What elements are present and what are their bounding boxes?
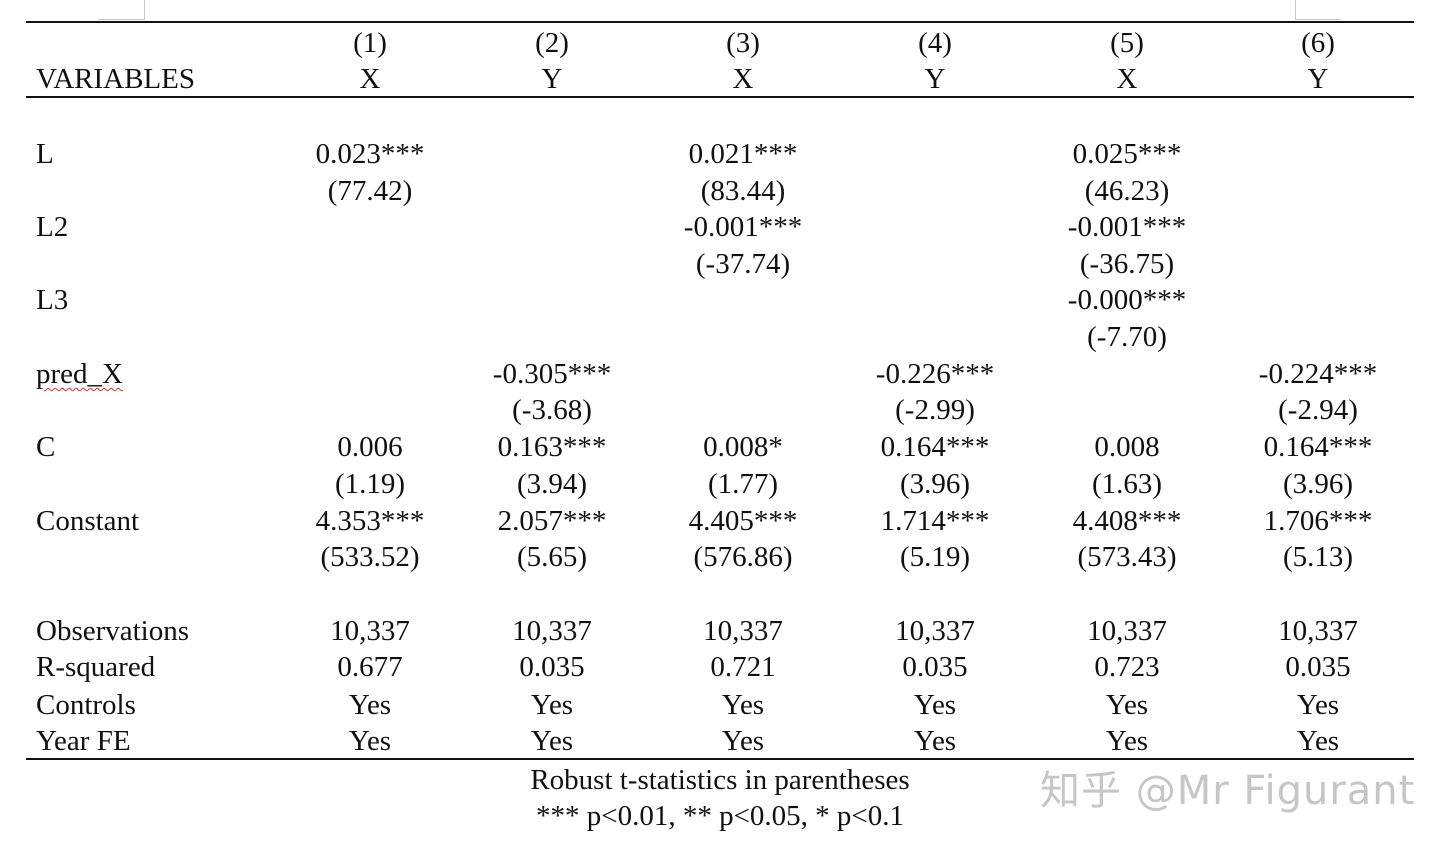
stat-cell: Yes <box>530 725 574 757</box>
coef-cell: 1.706*** <box>1263 505 1373 537</box>
coef-cell: 4.405*** <box>688 505 798 537</box>
column-dep-var: Y <box>1307 63 1329 95</box>
row-label-c: C <box>36 431 56 463</box>
coef-cell: -0.001*** <box>683 211 803 243</box>
coef-cell: 4.353*** <box>315 505 425 537</box>
tstat-cell: (5.19) <box>899 541 971 573</box>
stat-cell: Yes <box>348 725 392 757</box>
stat-cell: Yes <box>1296 689 1340 721</box>
stat-cell: Yes <box>348 689 392 721</box>
tstat-cell: (573.43) <box>1077 541 1177 573</box>
stat-cell: Yes <box>913 725 957 757</box>
tstat-cell: (-7.70) <box>1087 321 1167 353</box>
coef-cell: 0.008 <box>1094 431 1160 463</box>
stat-cell: Yes <box>913 689 957 721</box>
tstat-cell: (1.63) <box>1091 468 1163 500</box>
bottom-rule <box>26 758 1414 760</box>
row-label-l2: L2 <box>36 211 69 243</box>
column-number: (6) <box>1301 27 1335 59</box>
crop-mark-right-vertical <box>1295 0 1296 20</box>
tstat-cell: (-2.94) <box>1278 394 1358 426</box>
coef-cell: -0.226*** <box>875 358 995 390</box>
stat-cell: 10,337 <box>1087 615 1167 647</box>
coef-cell: -0.224*** <box>1258 358 1378 390</box>
tstat-cell: (-2.99) <box>895 394 975 426</box>
tstat-cell: (83.44) <box>700 175 786 207</box>
stat-cell: Yes <box>530 689 574 721</box>
coef-cell: 0.023*** <box>315 138 425 170</box>
stat-cell: 10,337 <box>703 615 783 647</box>
stat-cell: Yes <box>721 689 765 721</box>
column-number: (3) <box>726 27 760 59</box>
tstat-cell: (1.77) <box>707 468 779 500</box>
stat-cell: 0.721 <box>710 651 776 683</box>
stat-cell: 10,337 <box>895 615 975 647</box>
column-number: (5) <box>1110 27 1144 59</box>
column-dep-var: X <box>732 63 754 95</box>
coef-cell: 0.006 <box>337 431 403 463</box>
row-label-l: L <box>36 138 54 170</box>
row-label-constant: Constant <box>36 505 140 537</box>
column-number: (4) <box>918 27 952 59</box>
coef-cell: -0.001*** <box>1067 211 1187 243</box>
stat-cell: 0.035 <box>519 651 585 683</box>
crop-mark-right-horizontal <box>1295 19 1341 20</box>
row-label-r-squared: R-squared <box>36 651 156 683</box>
tstat-cell: (-3.68) <box>512 394 592 426</box>
stat-cell: 0.035 <box>1285 651 1351 683</box>
row-label-pred-x: pred_X <box>36 358 123 390</box>
column-number: (1) <box>353 27 387 59</box>
coef-cell: -0.000*** <box>1067 284 1187 316</box>
coef-cell: 0.008* <box>703 431 783 463</box>
coef-cell: 4.408*** <box>1072 505 1182 537</box>
column-dep-var: Y <box>924 63 946 95</box>
tstat-cell: (3.94) <box>516 468 588 500</box>
tstat-cell: (-37.74) <box>695 248 791 280</box>
coef-cell: 0.164*** <box>880 431 990 463</box>
tstat-cell: (5.65) <box>516 541 588 573</box>
stat-cell: Yes <box>1105 725 1149 757</box>
top-rule <box>26 21 1414 23</box>
watermark: 知乎 @Mr Figurant <box>1040 768 1416 814</box>
stat-cell: 10,337 <box>330 615 410 647</box>
column-dep-var: X <box>359 63 381 95</box>
row-label-controls: Controls <box>36 689 136 721</box>
column-number: (2) <box>535 27 569 59</box>
tstat-cell: (46.23) <box>1084 175 1170 207</box>
tstat-cell: (1.19) <box>334 468 406 500</box>
tstat-cell: (533.52) <box>320 541 420 573</box>
crop-mark-left-horizontal <box>98 19 144 20</box>
stat-cell: 0.035 <box>902 651 968 683</box>
column-dep-var: Y <box>541 63 563 95</box>
stat-cell: Yes <box>1296 725 1340 757</box>
note-significance-levels: *** p<0.01, ** p<0.05, * p<0.1 <box>535 800 905 832</box>
tstat-cell: (3.96) <box>899 468 971 500</box>
coef-cell: 2.057*** <box>497 505 607 537</box>
crop-mark-left-vertical <box>144 0 145 20</box>
tstat-cell: (5.13) <box>1282 541 1354 573</box>
stat-cell: 10,337 <box>1278 615 1358 647</box>
note-robust-tstats: Robust t-statistics in parentheses <box>530 764 910 796</box>
row-label-observations: Observations <box>36 615 190 647</box>
tstat-cell: (576.86) <box>693 541 793 573</box>
header-rule <box>26 96 1414 98</box>
tstat-cell: (3.96) <box>1282 468 1354 500</box>
coef-cell: -0.305*** <box>492 358 612 390</box>
stat-cell: 0.677 <box>337 651 403 683</box>
coef-cell: 0.021*** <box>688 138 798 170</box>
coef-cell: 0.163*** <box>497 431 607 463</box>
stat-cell: Yes <box>721 725 765 757</box>
tstat-cell: (77.42) <box>327 175 413 207</box>
row-label-l3: L3 <box>36 284 69 316</box>
stat-cell: Yes <box>1105 689 1149 721</box>
coef-cell: 0.164*** <box>1263 431 1373 463</box>
coef-cell: 0.025*** <box>1072 138 1182 170</box>
stat-cell: 10,337 <box>512 615 592 647</box>
row-label-year-fe: Year FE <box>36 725 131 757</box>
coef-cell: 1.714*** <box>880 505 990 537</box>
column-dep-var: X <box>1116 63 1138 95</box>
tstat-cell: (-36.75) <box>1079 248 1175 280</box>
header-variables-label: VARIABLES <box>36 63 195 95</box>
stat-cell: 0.723 <box>1094 651 1160 683</box>
